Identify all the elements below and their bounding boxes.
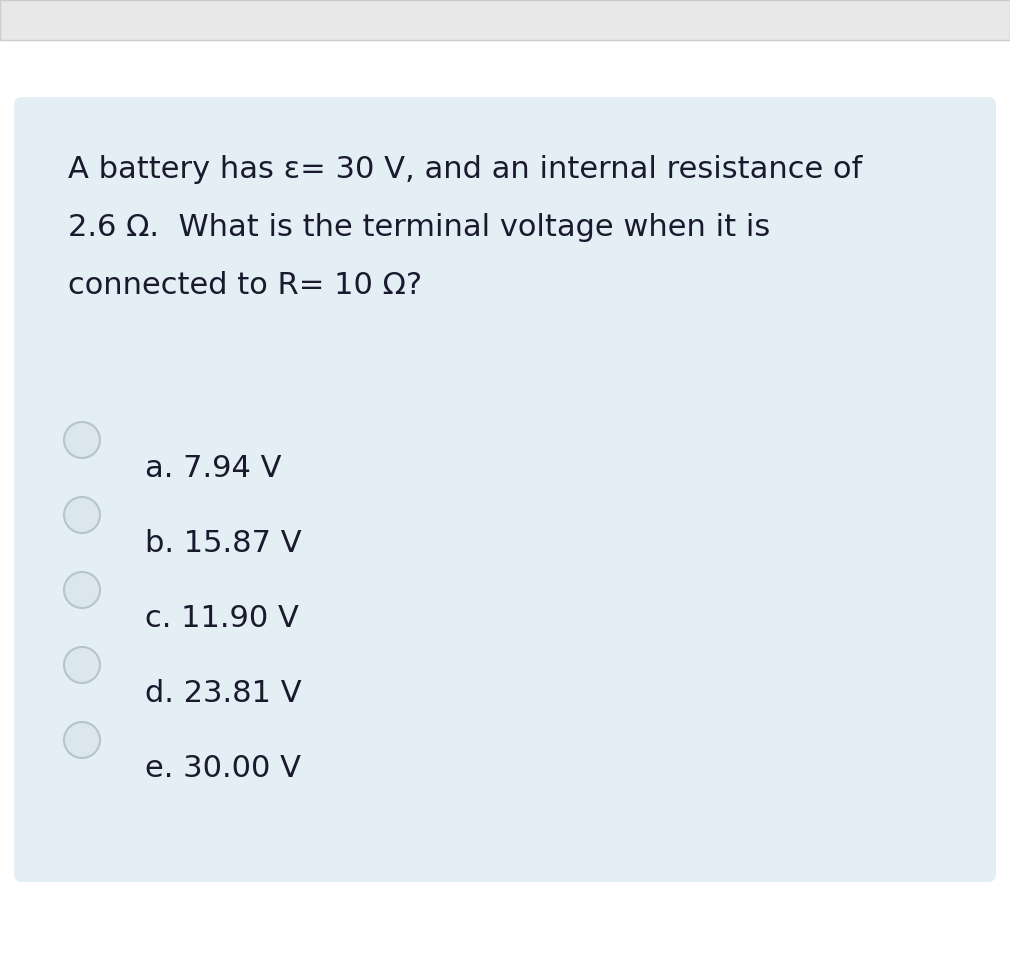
FancyBboxPatch shape bbox=[14, 97, 996, 882]
Text: A battery has ε= 30 V, and an internal resistance of: A battery has ε= 30 V, and an internal r… bbox=[68, 155, 863, 184]
FancyBboxPatch shape bbox=[0, 0, 1010, 40]
Text: d. 23.81 V: d. 23.81 V bbox=[145, 679, 302, 708]
Text: c. 11.90 V: c. 11.90 V bbox=[145, 604, 299, 633]
Text: a. 7.94 V: a. 7.94 V bbox=[145, 454, 282, 483]
Circle shape bbox=[64, 722, 100, 758]
Text: 2.6 Ω.  What is the terminal voltage when it is: 2.6 Ω. What is the terminal voltage when… bbox=[68, 213, 771, 242]
Text: b. 15.87 V: b. 15.87 V bbox=[145, 529, 302, 558]
Circle shape bbox=[64, 647, 100, 683]
Circle shape bbox=[64, 422, 100, 458]
Text: e. 30.00 V: e. 30.00 V bbox=[145, 754, 301, 783]
Circle shape bbox=[64, 572, 100, 608]
Circle shape bbox=[64, 497, 100, 533]
Text: connected to R= 10 Ω?: connected to R= 10 Ω? bbox=[68, 271, 422, 300]
